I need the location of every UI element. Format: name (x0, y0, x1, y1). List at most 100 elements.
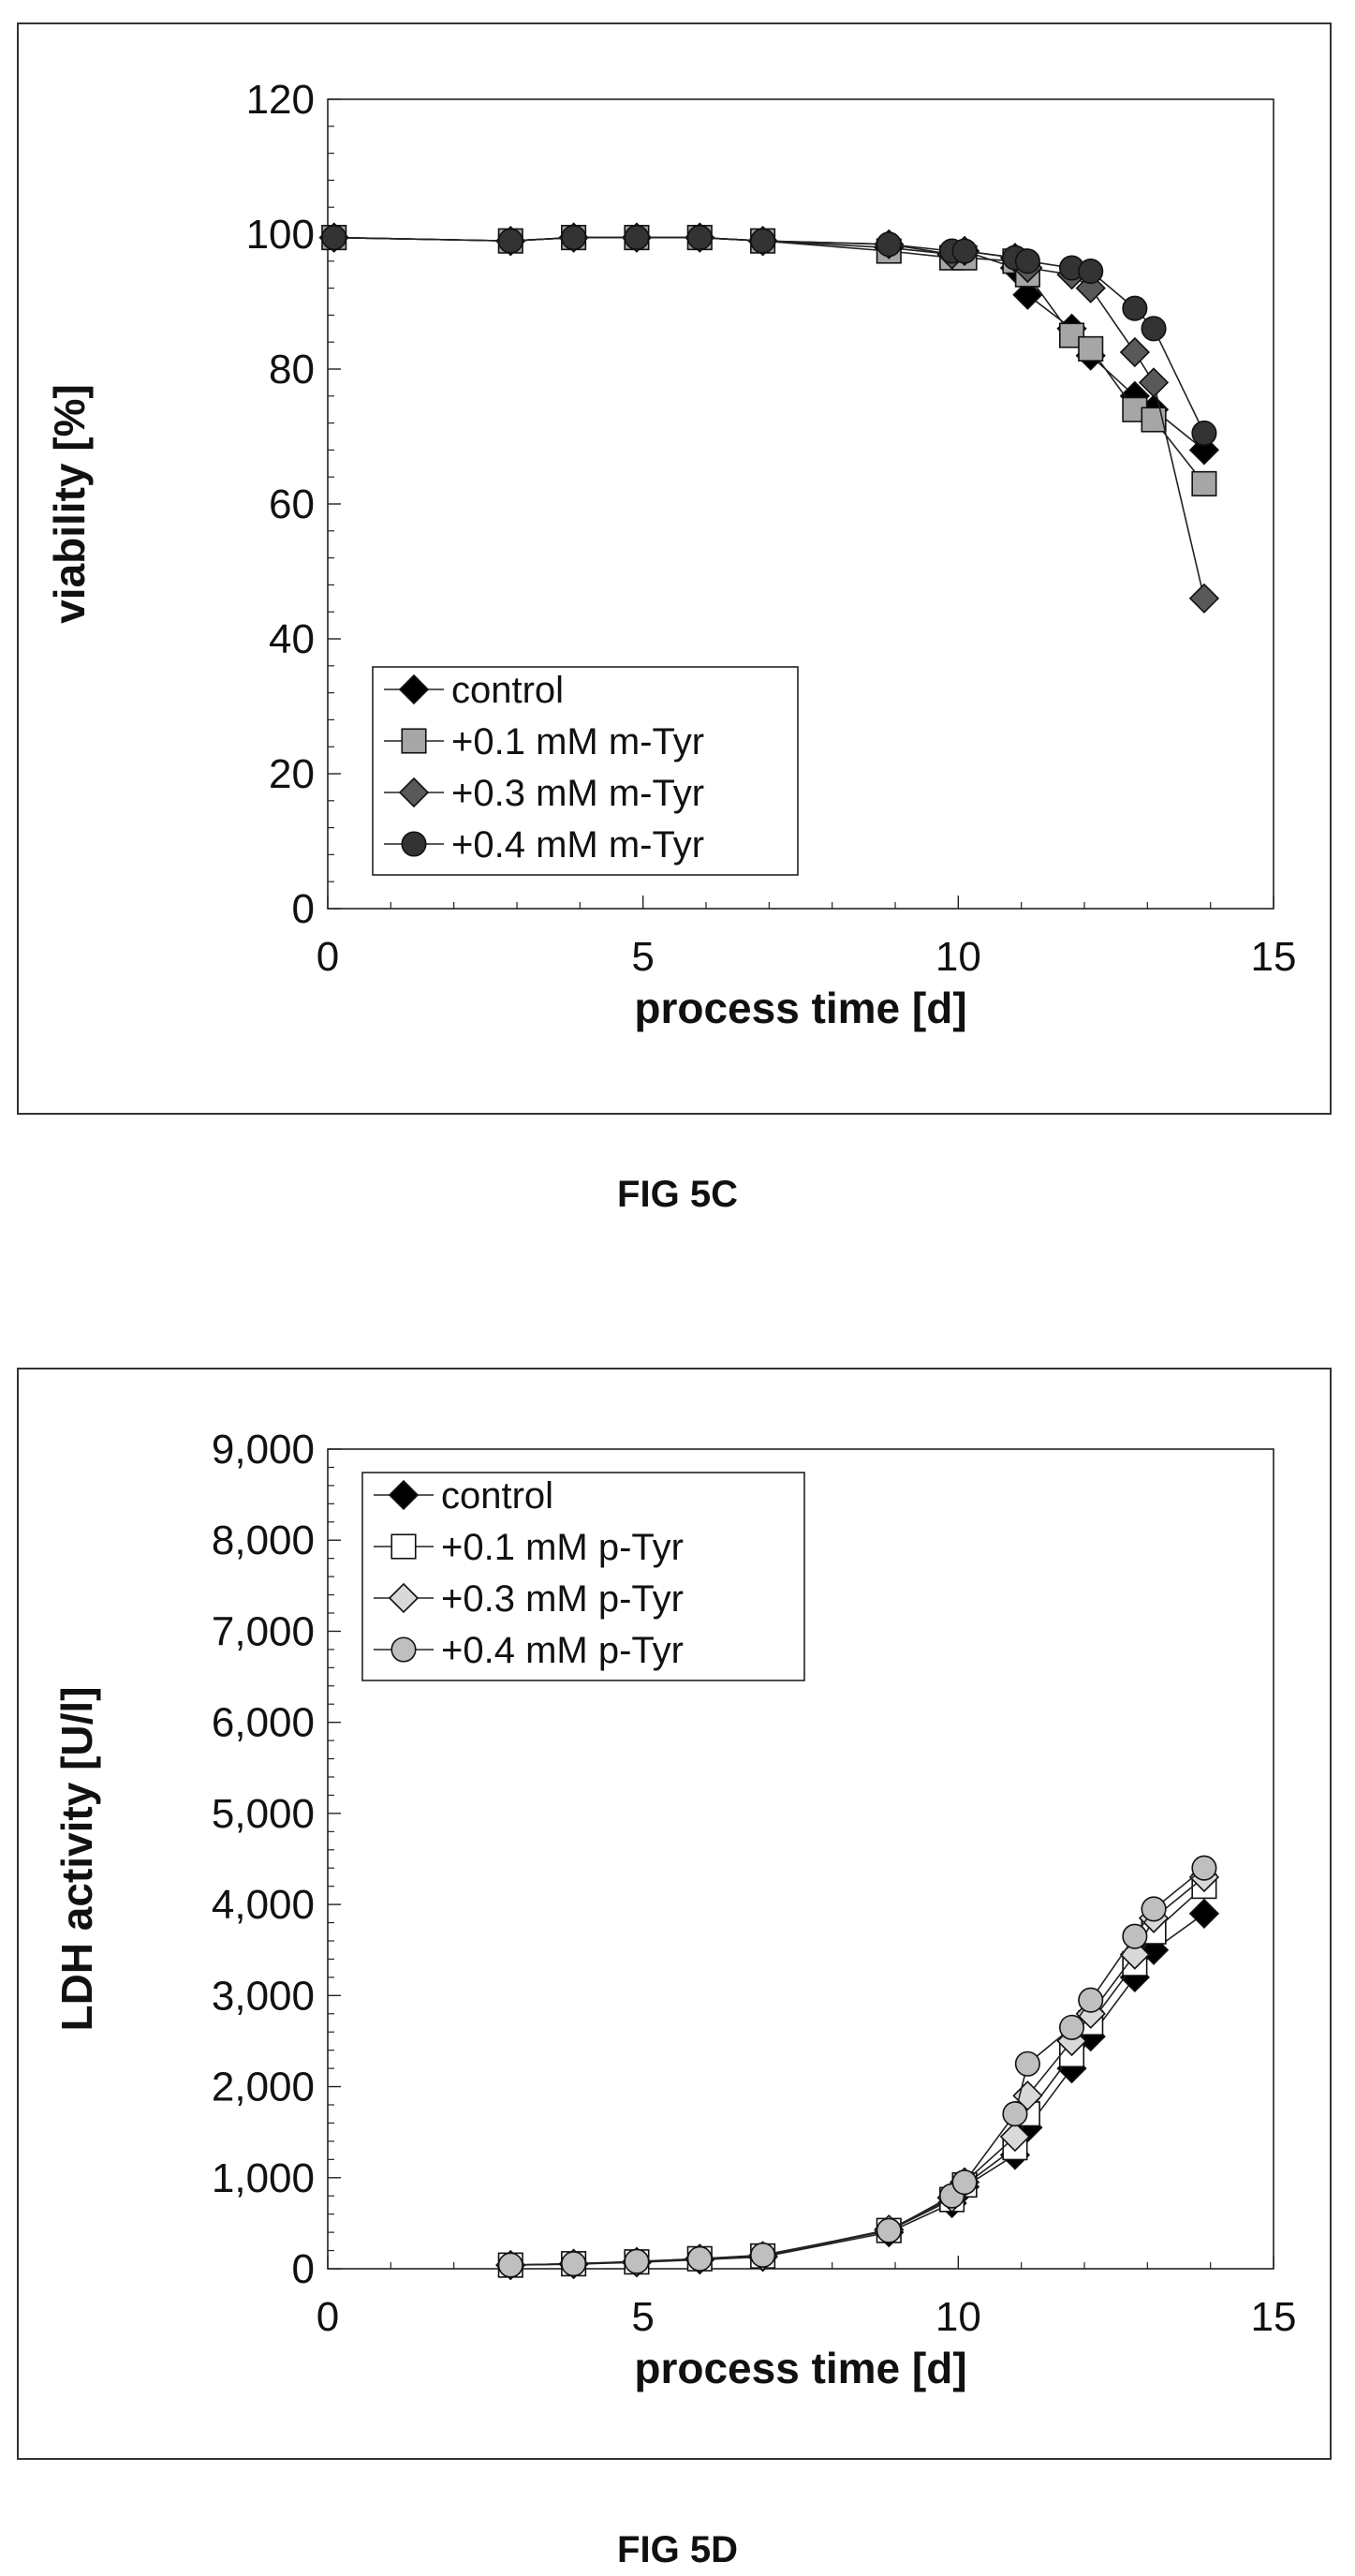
series-3 (318, 222, 1220, 614)
y-axis-label: viability [%] (45, 384, 94, 624)
data-point (1014, 248, 1040, 274)
data-point (321, 225, 347, 251)
y-tick-label: 1,000 (212, 2155, 315, 2201)
legend-entry: +0.1 mM m-Tyr (451, 721, 704, 762)
y-tick-label: 60 (269, 481, 315, 527)
data-point (497, 2252, 523, 2278)
data-point (561, 2251, 587, 2277)
figure-label-5d: FIG 5D (617, 2529, 738, 2570)
chart-panel-viability: 0 20 40 60 80 100 120 0 5 10 15 process time [d] via… (17, 22, 1332, 1115)
viability-chart: 0 20 40 60 80 100 120 0 5 10 15 process time [d] via… (45, 77, 1297, 1032)
x-tick-label: 10 (935, 2294, 981, 2340)
y-axis-label: LDH activity [U/l] (52, 1686, 101, 2031)
data-point (1138, 367, 1170, 398)
series-line (333, 236, 1205, 599)
y-tick-label: 120 (246, 77, 315, 123)
data-point (1191, 1855, 1217, 1881)
x-tick-label: 15 (1251, 934, 1297, 980)
data-point (1188, 1898, 1220, 1929)
data-point (1058, 2014, 1085, 2040)
data-point (750, 228, 776, 254)
y-tick-label: 4,000 (212, 1882, 315, 1928)
x-tick-label: 0 (317, 934, 339, 980)
data-point (951, 2169, 978, 2196)
x-tick-label: 5 (631, 934, 654, 980)
series-4 (497, 1855, 1217, 2278)
y-tick-label: 5,000 (212, 1791, 315, 1837)
legend-marker (398, 777, 430, 808)
y-tick-label: 8,000 (212, 1517, 315, 1563)
data-point (686, 225, 713, 251)
data-point (1191, 470, 1217, 496)
legend-marker (398, 674, 430, 705)
data-point (1002, 2101, 1028, 2127)
data-point (1141, 316, 1167, 342)
series-line (510, 1876, 1205, 2266)
data-point (1078, 1987, 1104, 2013)
data-point (624, 2248, 650, 2274)
data-point (497, 228, 523, 254)
data-point (750, 2242, 776, 2268)
series-4 (321, 225, 1217, 446)
chart-panel-ldh: 0 1,000 2,000 3,000 4,000 5,000 6,000 7,000 8,00… (17, 1368, 1332, 2460)
data-point (624, 225, 650, 251)
x-tick-label: 5 (631, 2294, 654, 2340)
x-tick-label: 15 (1251, 2294, 1297, 2340)
series-line (510, 1913, 1205, 2266)
ldh-activity-chart: 0 1,000 2,000 3,000 4,000 5,000 6,000 7,000 8,00… (52, 1427, 1297, 2392)
data-point (1141, 1896, 1167, 1922)
legend-marker (390, 1636, 417, 1663)
data-point (999, 2121, 1031, 2153)
legend: control +0.1 mM m-Tyr +0.3 mM m-Tyr +0.4 mM… (372, 666, 799, 876)
data-point (1078, 335, 1104, 362)
y-tick-label: 3,000 (212, 1973, 315, 2019)
y-tick-label: 2,000 (212, 2065, 315, 2110)
x-tick-label: 10 (935, 934, 981, 980)
figure-label-5c: FIG 5C (617, 1174, 738, 1215)
legend-entry: +0.1 mM p-Tyr (441, 1527, 684, 1568)
legend: control +0.1 mM p-Tyr +0.3 mM p-Tyr +0.4 mM… (361, 1472, 805, 1681)
legend-marker (401, 728, 427, 754)
legend-marker (388, 1479, 420, 1511)
legend-entry: control (441, 1475, 553, 1517)
legend-entry: +0.4 mM m-Tyr (451, 824, 704, 866)
legend-marker (388, 1582, 420, 1614)
plot-area (327, 1448, 1274, 2270)
data-point (1122, 1923, 1148, 1949)
data-point (1122, 295, 1148, 321)
legend-entry: +0.4 mM p-Tyr (441, 1630, 684, 1671)
series-1 (495, 1898, 1220, 2281)
data-point (686, 2245, 713, 2272)
legend-box (361, 1472, 805, 1681)
legend-entry: +0.3 mM m-Tyr (451, 773, 704, 814)
legend-marker (390, 1533, 417, 1560)
data-point (1012, 279, 1043, 310)
data-point (951, 238, 978, 264)
series-3 (495, 1861, 1220, 2281)
x-axis-label: process time [d] (634, 984, 966, 1032)
y-tick-label: 0 (292, 886, 315, 932)
data-point (1191, 420, 1217, 446)
x-axis-label: process time [d] (634, 2344, 966, 2392)
series-line (510, 1867, 1205, 2266)
data-point (1188, 583, 1220, 614)
y-tick-label: 20 (269, 751, 315, 797)
legend-entry: +0.3 mM p-Tyr (441, 1578, 684, 1620)
data-point (1119, 336, 1150, 368)
data-point (876, 2217, 902, 2243)
y-tick-label: 7,000 (212, 1608, 315, 1654)
y-tick-label: 100 (246, 212, 315, 258)
y-tick-label: 6,000 (212, 1700, 315, 1746)
legend-box (372, 666, 799, 876)
series-2 (497, 1873, 1217, 2278)
data-point (561, 225, 587, 251)
x-tick-label: 0 (317, 2294, 339, 2340)
legend-entry: control (451, 670, 564, 711)
data-point (1014, 2050, 1040, 2077)
legend-marker (401, 831, 427, 857)
y-tick-label: 40 (269, 616, 315, 662)
series-line (510, 1886, 1205, 2266)
y-tick-label: 80 (269, 347, 315, 392)
y-tick-label: 9,000 (212, 1427, 315, 1473)
data-point (1078, 259, 1104, 285)
